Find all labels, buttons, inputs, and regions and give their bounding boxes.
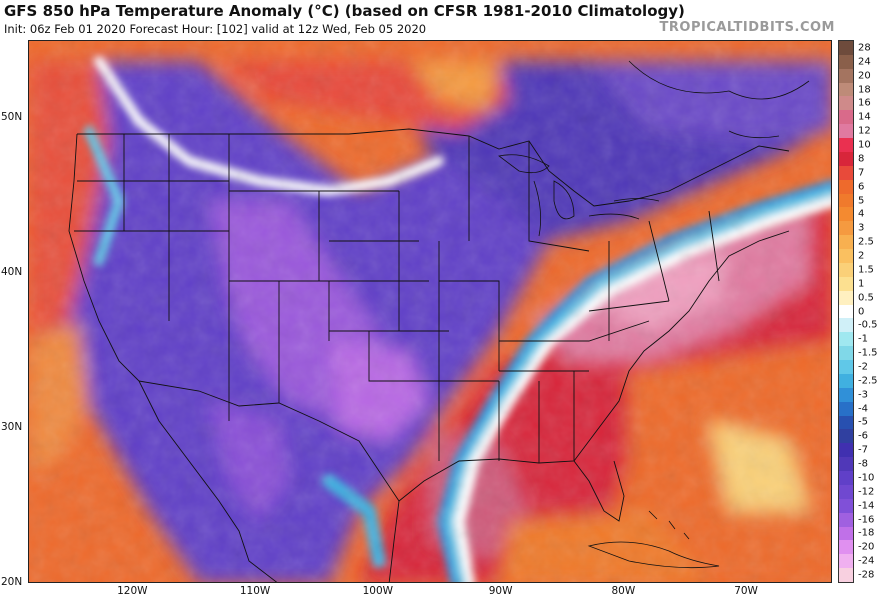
colorbar-swatch xyxy=(839,498,853,514)
colorbar-swatch xyxy=(839,290,853,306)
colorbar-swatch xyxy=(839,207,853,222)
colorbar-label: 7 xyxy=(858,167,865,179)
colorbar-swatch xyxy=(839,221,853,236)
colorbar-label: -16 xyxy=(858,514,875,526)
colorbar-label: -8 xyxy=(858,458,868,470)
colorbar-swatch xyxy=(839,138,853,153)
colorbar-swatch xyxy=(839,304,853,319)
colorbar-label: -10 xyxy=(858,472,875,484)
colorbar-swatch xyxy=(839,568,853,583)
colorbar-label: -4 xyxy=(858,403,868,415)
colorbar-swatch xyxy=(839,124,853,139)
colorbar-swatch xyxy=(839,165,853,181)
anomaly-map xyxy=(28,40,832,583)
colorbar-label: 18 xyxy=(858,84,871,96)
lat-label: 40N xyxy=(1,265,23,278)
colorbar-label: -1.5 xyxy=(858,347,878,359)
colorbar-label: 10 xyxy=(858,139,871,151)
lon-label: 120W xyxy=(117,585,148,597)
colorbar-label: 0 xyxy=(858,306,865,317)
lat-label: 50N xyxy=(1,110,23,123)
lon-label: 100W xyxy=(362,585,394,597)
colorbar-label: 2.5 xyxy=(858,236,874,248)
colorbar-swatch xyxy=(839,41,853,56)
colorbar-label: -7 xyxy=(858,444,868,456)
source-credit: TROPICALTIDBITS.COM xyxy=(659,20,835,35)
colorbar-swatch xyxy=(839,512,853,527)
colorbar-label: 1 xyxy=(858,278,865,290)
temperature-field xyxy=(29,41,831,582)
colorbar-label: -5 xyxy=(858,416,868,428)
colorbar-label: -12 xyxy=(858,486,875,498)
colorbar-swatch xyxy=(839,151,853,167)
colorbar-label: -2.5 xyxy=(858,375,878,387)
colorbar-label: 12 xyxy=(858,125,871,137)
colorbar-label: -2 xyxy=(858,361,868,373)
colorbar-label: 4 xyxy=(858,208,865,220)
colorbar-swatch xyxy=(839,526,853,541)
colorbar-swatch xyxy=(839,554,853,569)
colorbar-label: 3 xyxy=(858,222,865,234)
colorbar-swatch xyxy=(839,387,853,403)
colorbar-swatch xyxy=(839,249,853,264)
colorbar-label: -24 xyxy=(858,555,875,567)
colorbar-swatch xyxy=(839,471,853,486)
colorbar-swatch xyxy=(839,373,853,389)
colorbar-swatch xyxy=(839,276,853,292)
colorbar-label: -28 xyxy=(858,569,875,581)
colorbar-label: -18 xyxy=(858,527,875,539)
colorbar-label: -0.5 xyxy=(858,319,878,331)
colorbar-swatch xyxy=(839,401,853,417)
colorbar-label: 16 xyxy=(858,97,871,109)
colorbar-label: 28 xyxy=(858,42,871,54)
caribbean-islands xyxy=(587,510,720,569)
colorbar-swatch xyxy=(839,360,853,375)
lat-label: 20N xyxy=(1,576,23,588)
colorbar-swatch xyxy=(839,110,853,125)
colorbar-label: 20 xyxy=(858,70,871,82)
great-lakes xyxy=(498,60,810,237)
colorbar-swatch xyxy=(839,318,853,333)
colorbar-swatch xyxy=(839,96,853,111)
forecast-info: Init: 06z Feb 01 2020 Forecast Hour: [10… xyxy=(4,22,427,36)
political-borders xyxy=(68,128,790,582)
lon-label: 110W xyxy=(239,585,271,597)
colorbar-swatch xyxy=(839,484,853,500)
colorbar-swatch xyxy=(839,54,853,70)
colorbar-label: 8 xyxy=(858,153,865,165)
colorbar-swatch xyxy=(839,179,853,195)
colorbar-label: -1 xyxy=(858,333,868,345)
colorbar-swatch xyxy=(839,235,853,250)
colorbar xyxy=(838,40,854,583)
colorbar-label: -14 xyxy=(858,500,875,512)
colorbar-label: 1.5 xyxy=(858,264,874,276)
map-title: GFS 850 hPa Temperature Anomaly (°C) (ba… xyxy=(4,2,685,20)
colorbar-label: -6 xyxy=(858,430,868,442)
lon-label: 70W xyxy=(734,585,758,597)
colorbar-swatch xyxy=(839,262,853,278)
colorbar-swatch xyxy=(839,68,853,84)
lon-label: 90W xyxy=(488,585,513,597)
colorbar-swatch xyxy=(839,82,853,97)
colorbar-swatch xyxy=(839,415,853,430)
colorbar-label: 14 xyxy=(858,111,871,123)
colorbar-label: 0.5 xyxy=(858,292,874,304)
colorbar-swatch xyxy=(839,540,853,555)
colorbar-swatch xyxy=(839,346,853,361)
lat-label: 30N xyxy=(1,420,23,433)
colorbar-swatch xyxy=(839,443,853,458)
colorbar-label: 24 xyxy=(858,56,871,68)
colorbar-swatch xyxy=(839,429,853,444)
colorbar-label: -20 xyxy=(858,541,875,553)
colorbar-label: 5 xyxy=(858,195,865,207)
map-canvas xyxy=(29,41,831,582)
colorbar-label: 2 xyxy=(858,250,865,262)
colorbar-label: 6 xyxy=(858,181,865,193)
colorbar-swatch xyxy=(839,457,853,472)
colorbar-swatch xyxy=(839,332,853,347)
colorbar-swatch xyxy=(839,193,853,208)
lon-label: 80W xyxy=(611,585,636,597)
colorbar-label: -3 xyxy=(858,389,868,401)
